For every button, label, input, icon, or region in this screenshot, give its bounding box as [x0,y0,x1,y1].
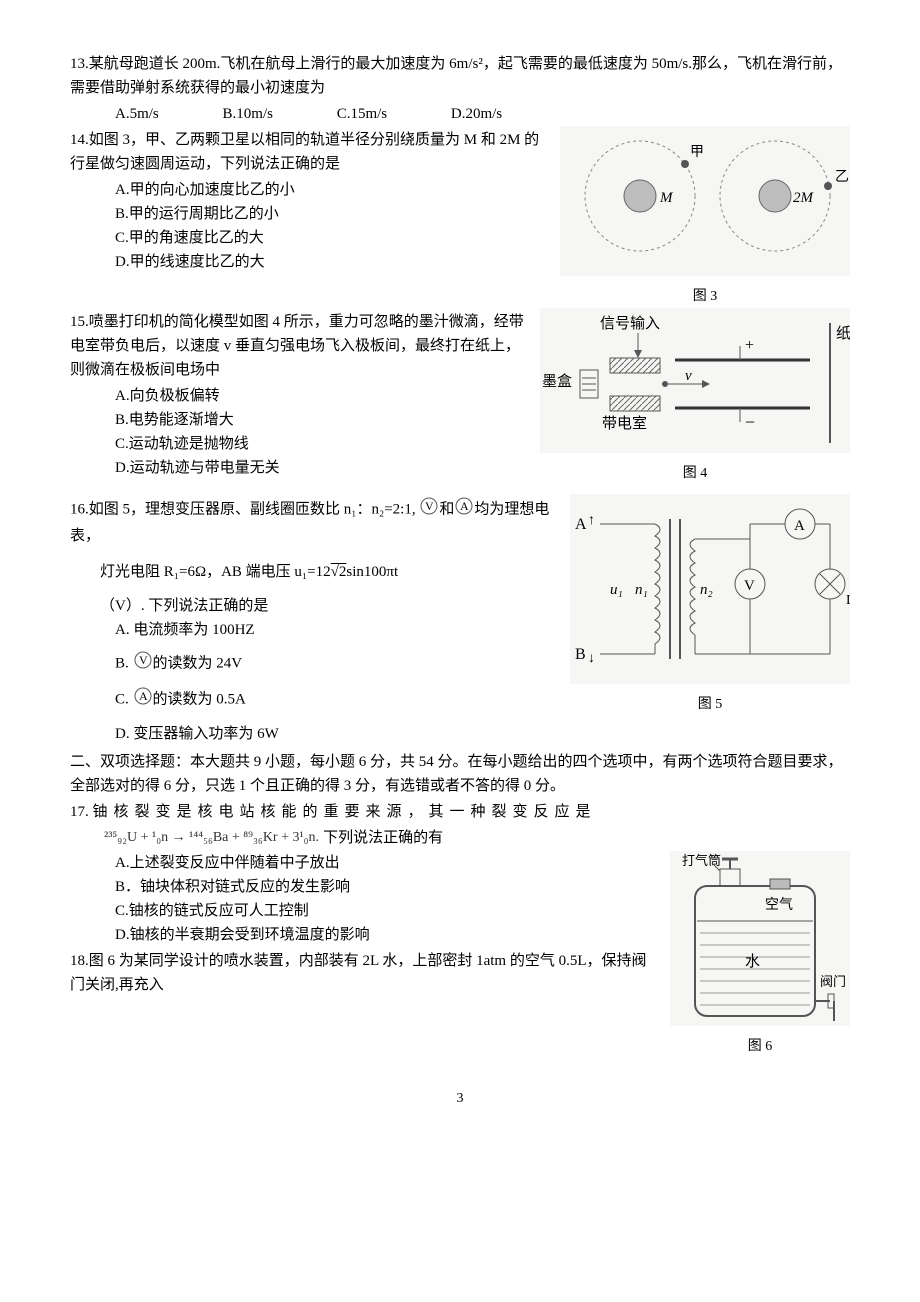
q16-text3: 灯光电阻 R₁=6Ω，AB 端电压 u₁= [100,564,316,580]
q17-text1: 铀核裂变是核电站核能的重要来源，其一种裂变反应是 [93,804,597,820]
fig6-label-water: 水 [745,953,760,970]
question-13: 13.某航母跑道长 200m.飞机在航母上滑行的最大加速度为 6m/s²，起飞需… [70,52,850,100]
q16-opt-c-pref: C. [115,691,133,707]
q13-options: A.5m/s B.10m/s C.15m/s D.20m/s [70,102,850,126]
q13-text: 某航母跑道长 200m.飞机在航母上滑行的最大加速度为 6m/s²，起飞需要的最… [70,56,842,96]
figure-4-caption: 图 4 [540,463,850,485]
fig5-arrow-down-icon: ↓ [588,651,595,666]
q13-opt-c: C.15m/s [337,102,387,126]
fig4-label-charge: 带电室 [602,415,647,432]
q13-number: 13. [70,56,89,72]
figure-3-caption: 图 3 [560,286,850,308]
q16-formula-coeff: 12√2 [316,564,347,580]
q14-text: 如图 3，甲、乙两颗卫星以相同的轨道半径分别绕质量为 M 和 2M 的行星做匀速… [70,132,539,172]
q16-and: 和 [439,501,454,517]
q17-text2: 下列说法正确的有 [323,830,443,846]
q17-number: 17. [70,804,89,820]
section-2-header: 二、双项选择题：本大题共 9 小题，每小题 6 分，共 54 分。在每小题给出的… [70,750,850,798]
q14-number: 14. [70,132,89,148]
fig5-label-u1: u₁ [610,582,623,598]
q13-opt-a: A.5m/s [115,102,159,126]
fig3-label-yi: 乙 [835,169,849,185]
figure-4: 纸 信号输入 墨盒 带电室 + − v 图 4 [540,308,850,485]
svg-text:A: A [460,499,469,513]
figure-5: A ↑ B ↓ u₁ n₁ n₂ A L V 图 [570,494,850,716]
question-17: 17. 铀核裂变是核电站核能的重要来源，其一种裂变反应是 [70,800,850,824]
svg-text:A: A [139,689,148,703]
fig4-label-paper: 纸 [836,325,850,342]
fig5-voltmeter-label: V [744,578,755,594]
fig6-label-air: 空气 [765,897,793,913]
voltmeter-icon: V [133,650,153,678]
fig5-label-b: B [575,646,586,663]
q13-opt-b: B.10m/s [223,102,273,126]
fig5-ammeter-label: A [794,518,805,534]
fig3-label-2m: 2M [793,190,815,206]
svg-text:V: V [425,499,434,513]
q16-opt-b-pref: B. [115,655,133,671]
q16-text1: 如图 5，理想变压器原、副线圈匝数比 n₁：n₂=2:1, [89,501,416,517]
fig3-label-m: M [659,190,674,206]
q13-opt-d: D.20m/s [451,102,502,126]
figure-3-svg: M 甲 2M 乙 [560,126,850,276]
fig5-label-n1: n₁ [635,582,648,598]
figure-4-svg: 纸 信号输入 墨盒 带电室 + − v [540,308,850,453]
figure-3: M 甲 2M 乙 图 3 [560,126,850,308]
fig6-label-valve: 阀门 [820,974,846,989]
svg-text:V: V [139,653,148,667]
q16-number: 16. [70,501,89,517]
q17-formula: ²³⁵₉₂U + ¹₀n → ¹⁴⁴₅₆Ba + ⁸⁹₃₆Kr + 3¹₀n. [100,826,323,850]
q18-number: 18. [70,953,89,969]
fig4-plus-icon: + [745,337,754,354]
fig3-label-jia: 甲 [690,145,704,160]
q16-opt-d: D. 变压器输入功率为 6W [115,722,850,746]
fig4-minus-icon: − [745,412,755,432]
fig4-label-signal: 信号输入 [600,315,660,332]
fig5-label-a: A [575,516,587,533]
fig5-label-n2: n₂ [700,582,713,598]
ammeter-icon: A [454,496,474,524]
figure-5-caption: 图 5 [570,694,850,716]
q15-text: 喷墨打印机的简化模型如图 4 所示，重力可忽略的墨汁微滴，经带电室带负电后，以速… [70,314,524,378]
q18-text: 图 6 为某同学设计的喷水装置，内部装有 2L 水，上部密封 1atm 的空气 … [70,953,647,993]
page-number: 3 [70,1088,850,1110]
fig4-label-ink: 墨盒 [542,373,572,390]
q15-number: 15. [70,314,89,330]
fig4-label-v: v [685,368,692,384]
ammeter-icon: A [133,686,153,714]
figure-6-svg: 打气筒 空气 水 阀门 [670,851,850,1026]
fig5-arrow-up-icon: ↑ [588,513,595,528]
figure-6-caption: 图 6 [670,1036,850,1058]
figure-6: 打气筒 空气 水 阀门 图 6 [670,851,850,1058]
fig5-lamp-label: L [846,593,850,608]
q16-opt-b-suf: 的读数为 24V [153,655,243,671]
q16-opt-c-suf: 的读数为 0.5A [153,691,246,707]
figure-5-svg: A ↑ B ↓ u₁ n₁ n₂ A L V [570,494,850,684]
q16-text3b: sin100πt [346,564,398,580]
voltmeter-icon: V [419,496,439,524]
q17-formula-line: ²³⁵₉₂U + ¹₀n → ¹⁴⁴₅₆Ba + ⁸⁹₃₆Kr + 3¹₀n.下… [70,826,850,851]
